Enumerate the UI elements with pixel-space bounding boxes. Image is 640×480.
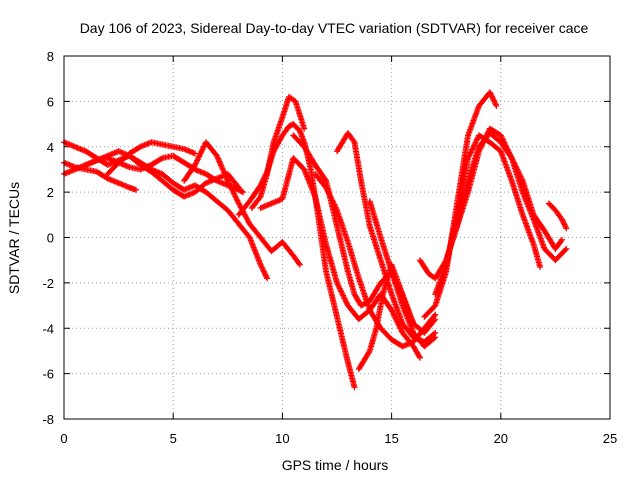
data-point [258,264,265,271]
data-point [558,238,565,245]
series-sat-k [312,170,439,350]
data-point [216,159,223,166]
data-point [489,94,496,101]
data-point [431,335,438,342]
data-point [350,137,357,144]
data-point [215,156,222,163]
data-point [490,96,497,103]
data-point [218,162,225,169]
data-point [224,176,231,183]
data-point [322,176,329,183]
data-point [301,125,308,132]
series-sat-s [545,200,570,232]
series-sat-f [181,139,303,268]
tick-labels: 0 5 10 15 20 25 -8 -6 -4 -2 0 2 4 6 8 [42,49,617,446]
y-tick-label: -4 [42,321,54,336]
data-point [218,163,225,170]
data-point [216,158,223,165]
data-point [263,273,270,280]
data-point [262,271,269,278]
data-point [262,272,269,279]
data-point [258,263,265,270]
data-point [351,384,358,391]
data-point [493,102,500,109]
data-point [219,165,226,172]
data-point [490,97,497,104]
data-markers [61,89,570,391]
data-point [213,152,220,159]
y-tick-label: 6 [47,94,54,109]
y-tick-label: 0 [47,231,54,246]
data-point [260,268,267,275]
data-point [563,225,570,232]
data-point [234,183,241,190]
data-point [486,89,493,96]
plot-frame [63,55,611,420]
data-point [491,98,498,105]
x-tick-label: 5 [170,431,177,446]
data-point [222,172,229,179]
data-point [492,101,499,108]
data-point [487,90,494,97]
data-point [432,311,439,318]
data-point [220,168,227,175]
data-point [222,173,229,180]
x-tick-label: 15 [384,431,398,446]
data-point [416,354,423,361]
y-tick-label: -2 [42,276,54,291]
series-sat-n [366,198,439,350]
x-axis-label: GPS time / hours [282,457,389,473]
x-tick-label: 20 [494,431,508,446]
y-tick-label: 4 [47,140,54,155]
data-point [488,93,495,100]
x-tick-label: 10 [275,431,289,446]
data-point [260,267,267,274]
data-point [192,150,199,157]
chart-title: Day 106 of 2023, Sidereal Day-to-day VTE… [80,20,589,36]
series-sat-h [248,93,308,212]
data-point [431,312,438,319]
data-point [235,184,242,191]
data-point [432,334,439,341]
data-point [223,175,230,182]
data-point [537,263,544,270]
data-point [261,269,268,276]
y-tick-label: -6 [42,367,54,382]
x-tick-label: 25 [603,431,617,446]
data-point [133,186,140,193]
data-point [257,261,264,268]
series-sat-l [334,130,439,345]
x-tick-label: 0 [60,431,67,446]
data-point [217,161,224,168]
y-tick-label: 2 [47,185,54,200]
data-point [221,170,228,177]
y-axis-label: SDTVAR / TECUs [6,182,22,294]
data-point [562,246,569,253]
data-point [259,265,266,272]
data-point [214,154,221,161]
data-point [215,155,222,162]
data-point [219,166,226,173]
data-point [492,100,499,107]
data-point [296,261,303,268]
data-point [365,349,372,356]
data-point [158,155,165,162]
y-tick-label: 8 [47,49,54,64]
data-point [558,236,565,243]
data-point [221,169,228,176]
series-sat-q [432,132,544,298]
data-point [295,260,302,267]
series-sat-j [290,132,439,336]
series-sat-r [443,130,565,264]
data-point [563,245,570,252]
data-point [562,224,569,231]
data-point [416,353,423,360]
series-sat-e [104,139,199,177]
data-point [240,189,247,196]
series-sat-d [82,148,242,200]
y-tick-label: -8 [42,412,54,427]
data-point [264,275,271,282]
data-point [488,92,495,99]
